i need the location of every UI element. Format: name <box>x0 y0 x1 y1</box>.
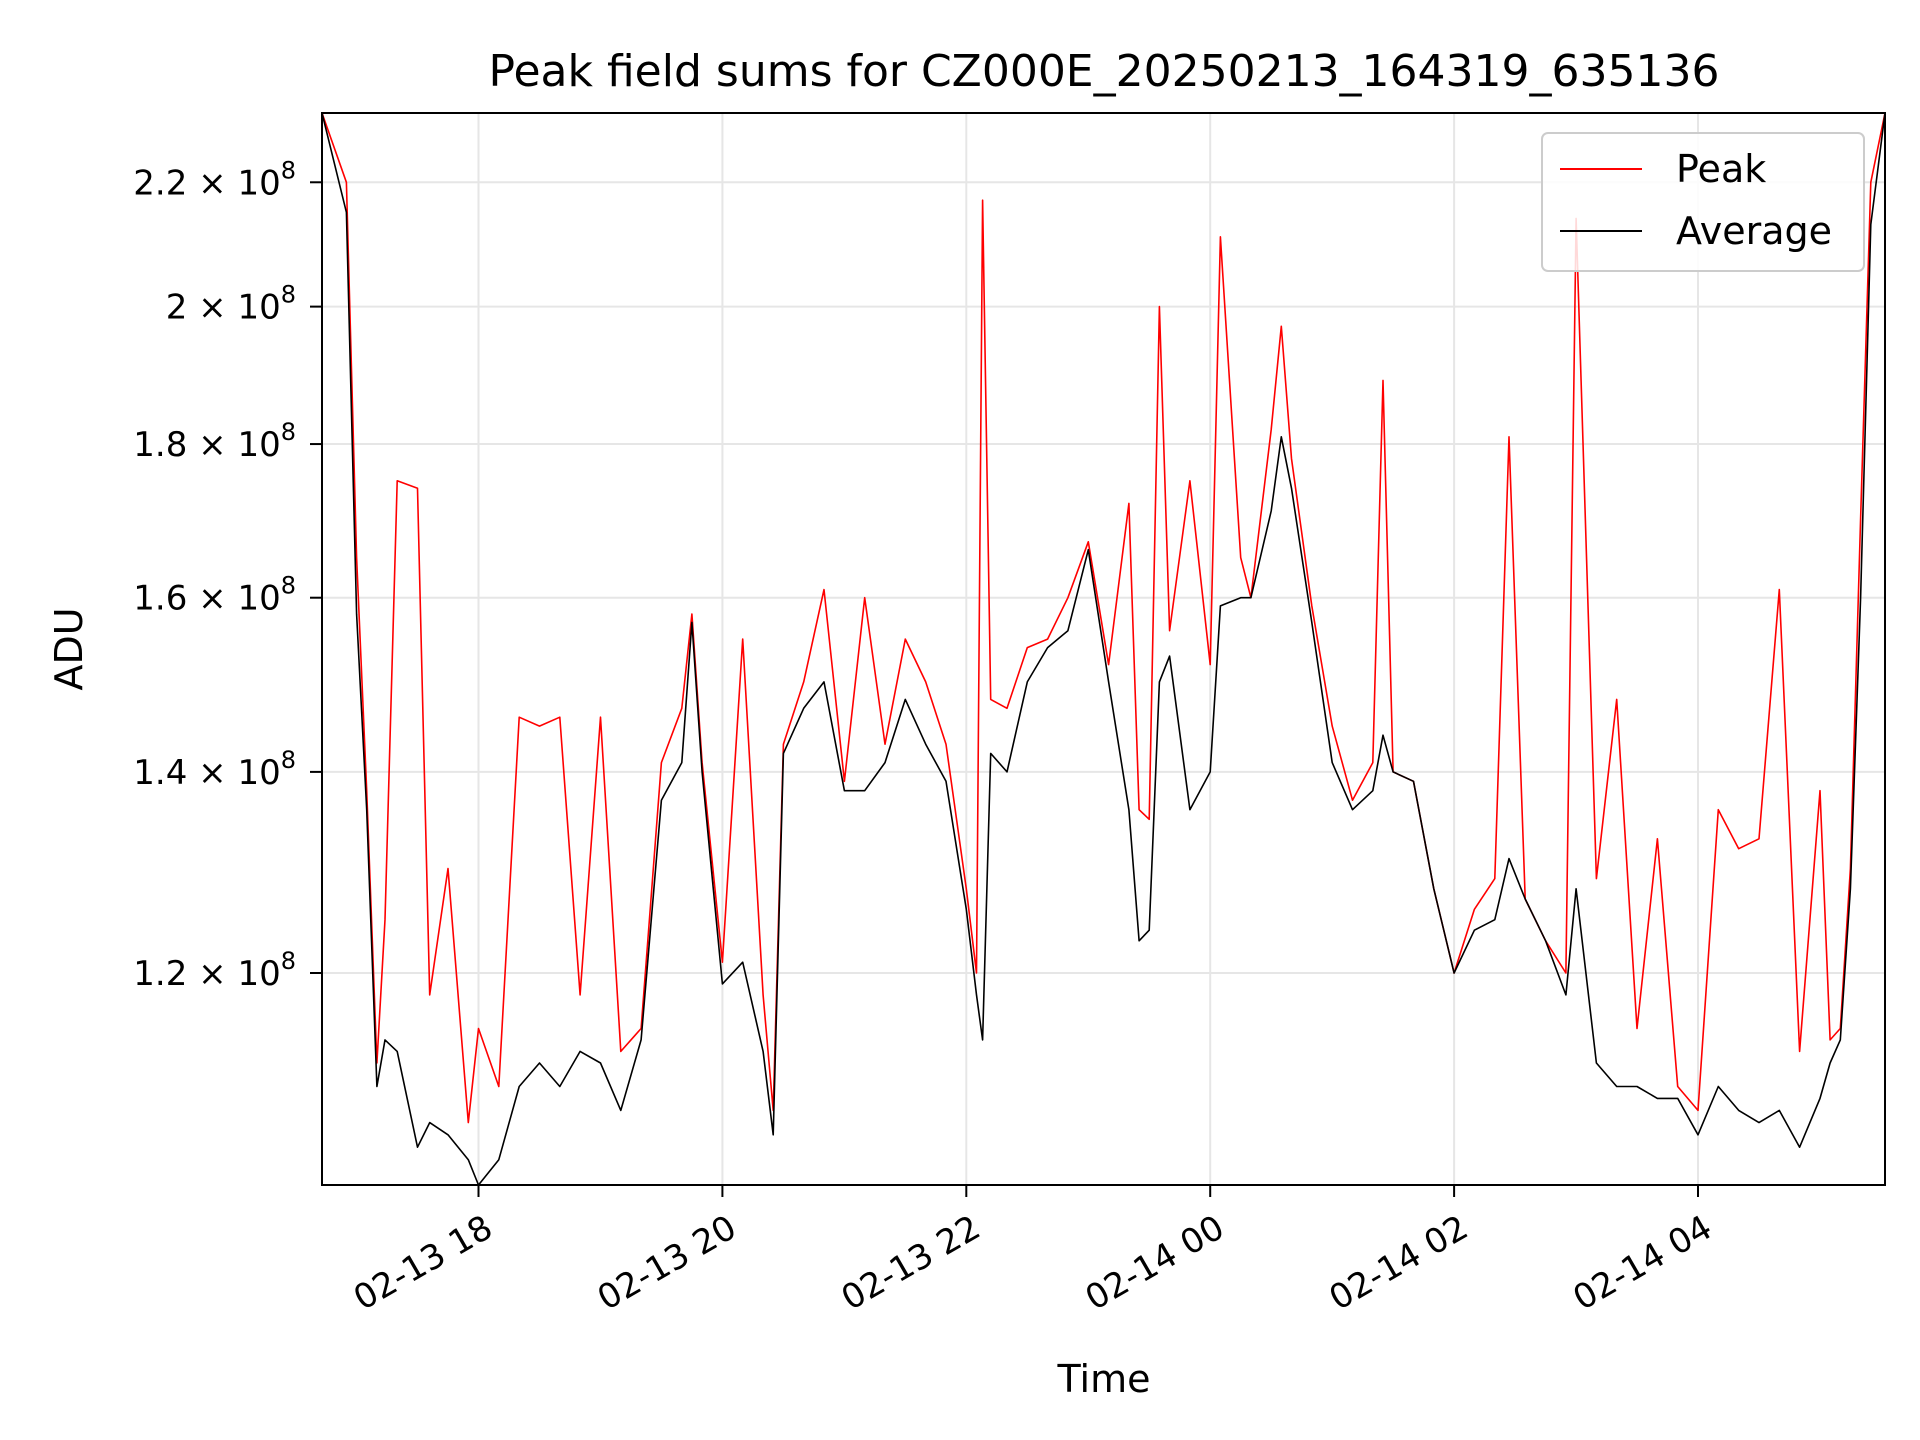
y-tick-mantissa: 1.2 <box>133 954 187 994</box>
legend-label-average: Average <box>1676 209 1832 253</box>
y-tick-mantissa: 1.6 <box>133 579 187 619</box>
y-tick-times-sign: × 10 <box>187 425 280 465</box>
y-tick-exponent: 8 <box>281 156 296 184</box>
legend-frame <box>1541 132 1865 272</box>
series-line-average <box>322 113 1885 1185</box>
plot-frame <box>321 112 1886 1186</box>
y-axis-label: ADU <box>47 607 91 690</box>
grid <box>322 113 1885 1185</box>
y-tick-exponent: 8 <box>281 947 296 975</box>
x-axis-label: Time <box>1057 1357 1151 1401</box>
legend-label-peak: Peak <box>1676 147 1766 191</box>
y-tick-mantissa: 2.2 <box>133 163 187 203</box>
series-line-peak <box>322 113 1885 1124</box>
y-tick-exponent: 8 <box>281 572 296 600</box>
y-tick-times-sign: × 10 <box>187 579 280 619</box>
y-tick-mantissa: 1.4 <box>133 753 187 793</box>
y-tick-label: 1.8 × 108 <box>133 418 296 465</box>
y-tick-exponent: 8 <box>281 281 296 309</box>
y-tick-label: 1.6 × 108 <box>133 572 296 619</box>
y-tick-times-sign: × 10 <box>187 163 280 203</box>
legend: Peak Average <box>1541 132 1865 272</box>
y-tick-label: 2.2 × 108 <box>133 156 296 203</box>
y-tick-exponent: 8 <box>281 418 296 446</box>
chart-title: Peak field sums for CZ000E_20250213_1643… <box>489 46 1720 97</box>
y-tick-exponent: 8 <box>281 746 296 774</box>
y-tick-mantissa: 2 <box>166 288 188 328</box>
y-tick-label: 2 × 108 <box>166 281 296 328</box>
series-layer <box>322 113 1885 1185</box>
y-tick-times-sign: × 10 <box>187 288 280 328</box>
y-tick-times-sign: × 10 <box>187 954 280 994</box>
y-tick-mantissa: 1.8 <box>133 425 187 465</box>
y-tick-label: 1.4 × 108 <box>133 746 296 793</box>
y-tick-label: 1.2 × 108 <box>133 947 296 994</box>
y-tick-times-sign: × 10 <box>187 753 280 793</box>
